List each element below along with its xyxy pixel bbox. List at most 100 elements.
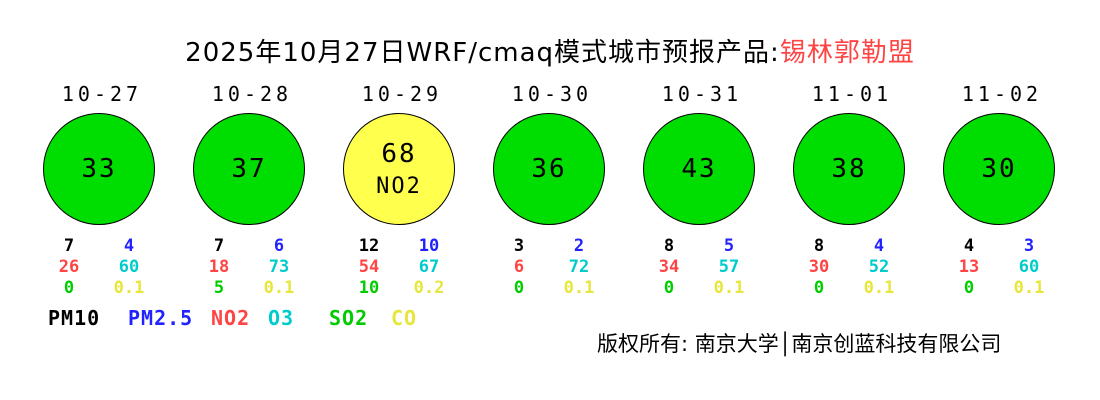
pollutant-row: 12 10 (325, 236, 475, 257)
co-value: 0.1 (713, 278, 745, 298)
aqi-circle: 68 NO2 (343, 113, 455, 225)
so2-value: 5 (213, 278, 225, 298)
pm10-value: 7 (63, 236, 75, 256)
legend-item-pm10: PM10 (48, 306, 101, 330)
co-value: 0.1 (113, 278, 145, 298)
date-label: 10-27 (61, 82, 143, 106)
no2-value: 18 (208, 257, 230, 277)
pollutant-row: 54 67 (325, 257, 475, 278)
o3-value: 57 (718, 257, 740, 277)
aqi-value: 38 (831, 154, 867, 184)
co-value: 0.1 (263, 278, 295, 298)
o3-value: 72 (568, 257, 590, 277)
page-title-text: 2025年10月27日WRF/cmaq模式城市预报产品: (185, 38, 780, 68)
o3-value: 67 (418, 257, 440, 277)
pollutant-row: 5 0.1 (175, 278, 325, 299)
o3-value: 73 (268, 257, 290, 277)
no2-value: 54 (358, 257, 380, 277)
so2-value: 0 (963, 278, 975, 298)
date-label: 11-01 (811, 82, 893, 106)
aqi-value: 43 (681, 154, 717, 184)
pm25-value: 3 (1023, 236, 1035, 256)
aqi-circle: 33 (43, 113, 155, 225)
pm10-value: 12 (358, 236, 380, 256)
pollutant-values: 12 10 54 67 10 0.2 (325, 236, 475, 299)
legend-item-pm25: PM2.5 (128, 306, 194, 330)
o3-value: 60 (118, 257, 140, 277)
co-value: 0.1 (563, 278, 595, 298)
co-value: 0.1 (863, 278, 895, 298)
so2-value: 0 (63, 278, 75, 298)
pm25-value: 4 (873, 236, 885, 256)
aqi-value: 33 (81, 154, 117, 184)
copyright-notice: 版权所有: 南京大学│南京创蓝科技有限公司 (597, 332, 1002, 356)
so2-value: 0 (813, 278, 825, 298)
pm25-value: 5 (723, 236, 735, 256)
pollutant-row: 0 0.1 (775, 278, 925, 299)
legend-item-co: CO (391, 306, 418, 330)
legend-item-so2: SO2 (329, 306, 369, 330)
date-label: 11-02 (961, 82, 1043, 106)
o3-value: 52 (868, 257, 890, 277)
pollutant-row: 34 57 (625, 257, 775, 278)
pm25-value: 10 (418, 236, 440, 256)
aqi-circle: 38 (793, 113, 905, 225)
date-label: 10-30 (511, 82, 593, 106)
no2-value: 30 (808, 257, 830, 277)
pollutant-row: 30 52 (775, 257, 925, 278)
pollutant-row: 0 0.1 (475, 278, 625, 299)
pm25-value: 2 (573, 236, 585, 256)
legend-item-o3: O3 (268, 306, 295, 330)
no2-value: 6 (513, 257, 525, 277)
pollutant-row: 0 0.1 (25, 278, 175, 299)
co-value: 0.1 (1013, 278, 1045, 298)
aqi-circle: 36 (493, 113, 605, 225)
pm10-value: 3 (513, 236, 525, 256)
date-label: 10-28 (211, 82, 293, 106)
pollutant-row: 6 72 (475, 257, 625, 278)
pollutant-row: 26 60 (25, 257, 175, 278)
pm25-value: 4 (123, 236, 135, 256)
day-column: 10-29 68 NO2 12 10 54 67 10 0.2 (325, 80, 475, 310)
so2-value: 0 (663, 278, 675, 298)
so2-value: 0 (513, 278, 525, 298)
co-value: 0.2 (413, 278, 445, 298)
pm10-value: 7 (213, 236, 225, 256)
no2-value: 13 (958, 257, 980, 277)
no2-value: 26 (58, 257, 80, 277)
aqi-circle: 43 (643, 113, 755, 225)
aqi-circle: 37 (193, 113, 305, 225)
page-title: 2025年10月27日WRF/cmaq模式城市预报产品:锡林郭勒盟 (0, 32, 1100, 69)
legend-item-no2: NO2 (211, 306, 251, 330)
pm10-value: 8 (663, 236, 675, 256)
pm10-value: 8 (813, 236, 825, 256)
pollutant-row: 0 0.1 (625, 278, 775, 299)
primary-pollutant-label: NO2 (376, 173, 422, 199)
pm25-value: 6 (273, 236, 285, 256)
so2-value: 10 (358, 278, 380, 298)
aqi-value: 30 (981, 154, 1017, 184)
pollutant-row: 18 73 (175, 257, 325, 278)
aqi-value: 68 (381, 138, 417, 169)
date-label: 10-31 (661, 82, 743, 106)
aqi-value: 37 (231, 154, 267, 184)
